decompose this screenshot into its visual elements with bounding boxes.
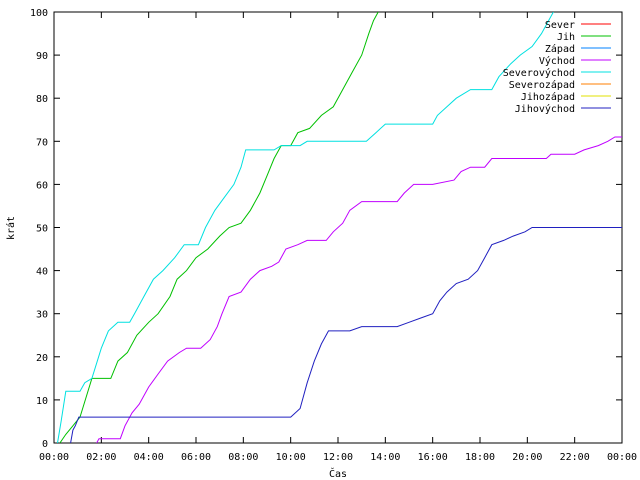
- axis-ticks: 0 10 20 30 40 50 60 70 80 90 100 00:00 02:00 04:00 06:…: [30, 8, 637, 463]
- legend-label: Východ: [539, 55, 575, 67]
- y-tick-label: 10: [36, 396, 48, 407]
- series-line-jihovýchod: [70, 227, 622, 443]
- y-tick-label: 20: [36, 353, 48, 364]
- x-tick-label: 20:00: [512, 452, 542, 463]
- x-tick-label: 16:00: [418, 452, 448, 463]
- series-line-jih: [59, 12, 379, 443]
- y-axis-label: krát: [5, 216, 17, 240]
- legend-label: Jihovýchod: [515, 103, 575, 115]
- y-tick-label: 90: [36, 51, 48, 62]
- y-tick-label: 0: [42, 439, 48, 450]
- series-lines: [57, 12, 622, 443]
- legend-label: Severozápad: [509, 79, 575, 91]
- x-axis-label: Čas: [329, 467, 347, 480]
- x-tick-label: 18:00: [465, 452, 495, 463]
- y-tick-label: 70: [36, 137, 48, 148]
- x-tick-label: 04:00: [134, 452, 164, 463]
- x-tick-label: 06:00: [181, 452, 211, 463]
- x-tick-label: 10:00: [276, 452, 306, 463]
- x-tick-label: 14:00: [370, 452, 400, 463]
- legend: SeverJihZápadVýchodSeverovýchodSeverozáp…: [503, 20, 611, 115]
- legend-label: Severovýchod: [503, 67, 575, 79]
- x-tick-label: 08:00: [228, 452, 258, 463]
- series-line-východ: [96, 136, 622, 443]
- y-tick-label: 80: [36, 94, 48, 105]
- y-tick-label: 40: [36, 267, 48, 278]
- series-line-severovýchod: [57, 12, 554, 443]
- legend-label: Jihozápad: [521, 91, 575, 103]
- x-tick-label: 00:00: [607, 452, 637, 463]
- y-tick-label: 60: [36, 180, 48, 191]
- x-tick-label: 00:00: [39, 452, 69, 463]
- legend-label: Západ: [545, 43, 575, 55]
- y-tick-label: 100: [30, 8, 48, 19]
- y-tick-label: 30: [36, 310, 48, 321]
- x-tick-label: 02:00: [86, 452, 116, 463]
- x-tick-label: 12:00: [323, 452, 353, 463]
- legend-label: Jih: [557, 32, 575, 43]
- legend-label: Sever: [545, 20, 575, 31]
- y-tick-label: 50: [36, 224, 48, 235]
- x-tick-label: 22:00: [560, 452, 590, 463]
